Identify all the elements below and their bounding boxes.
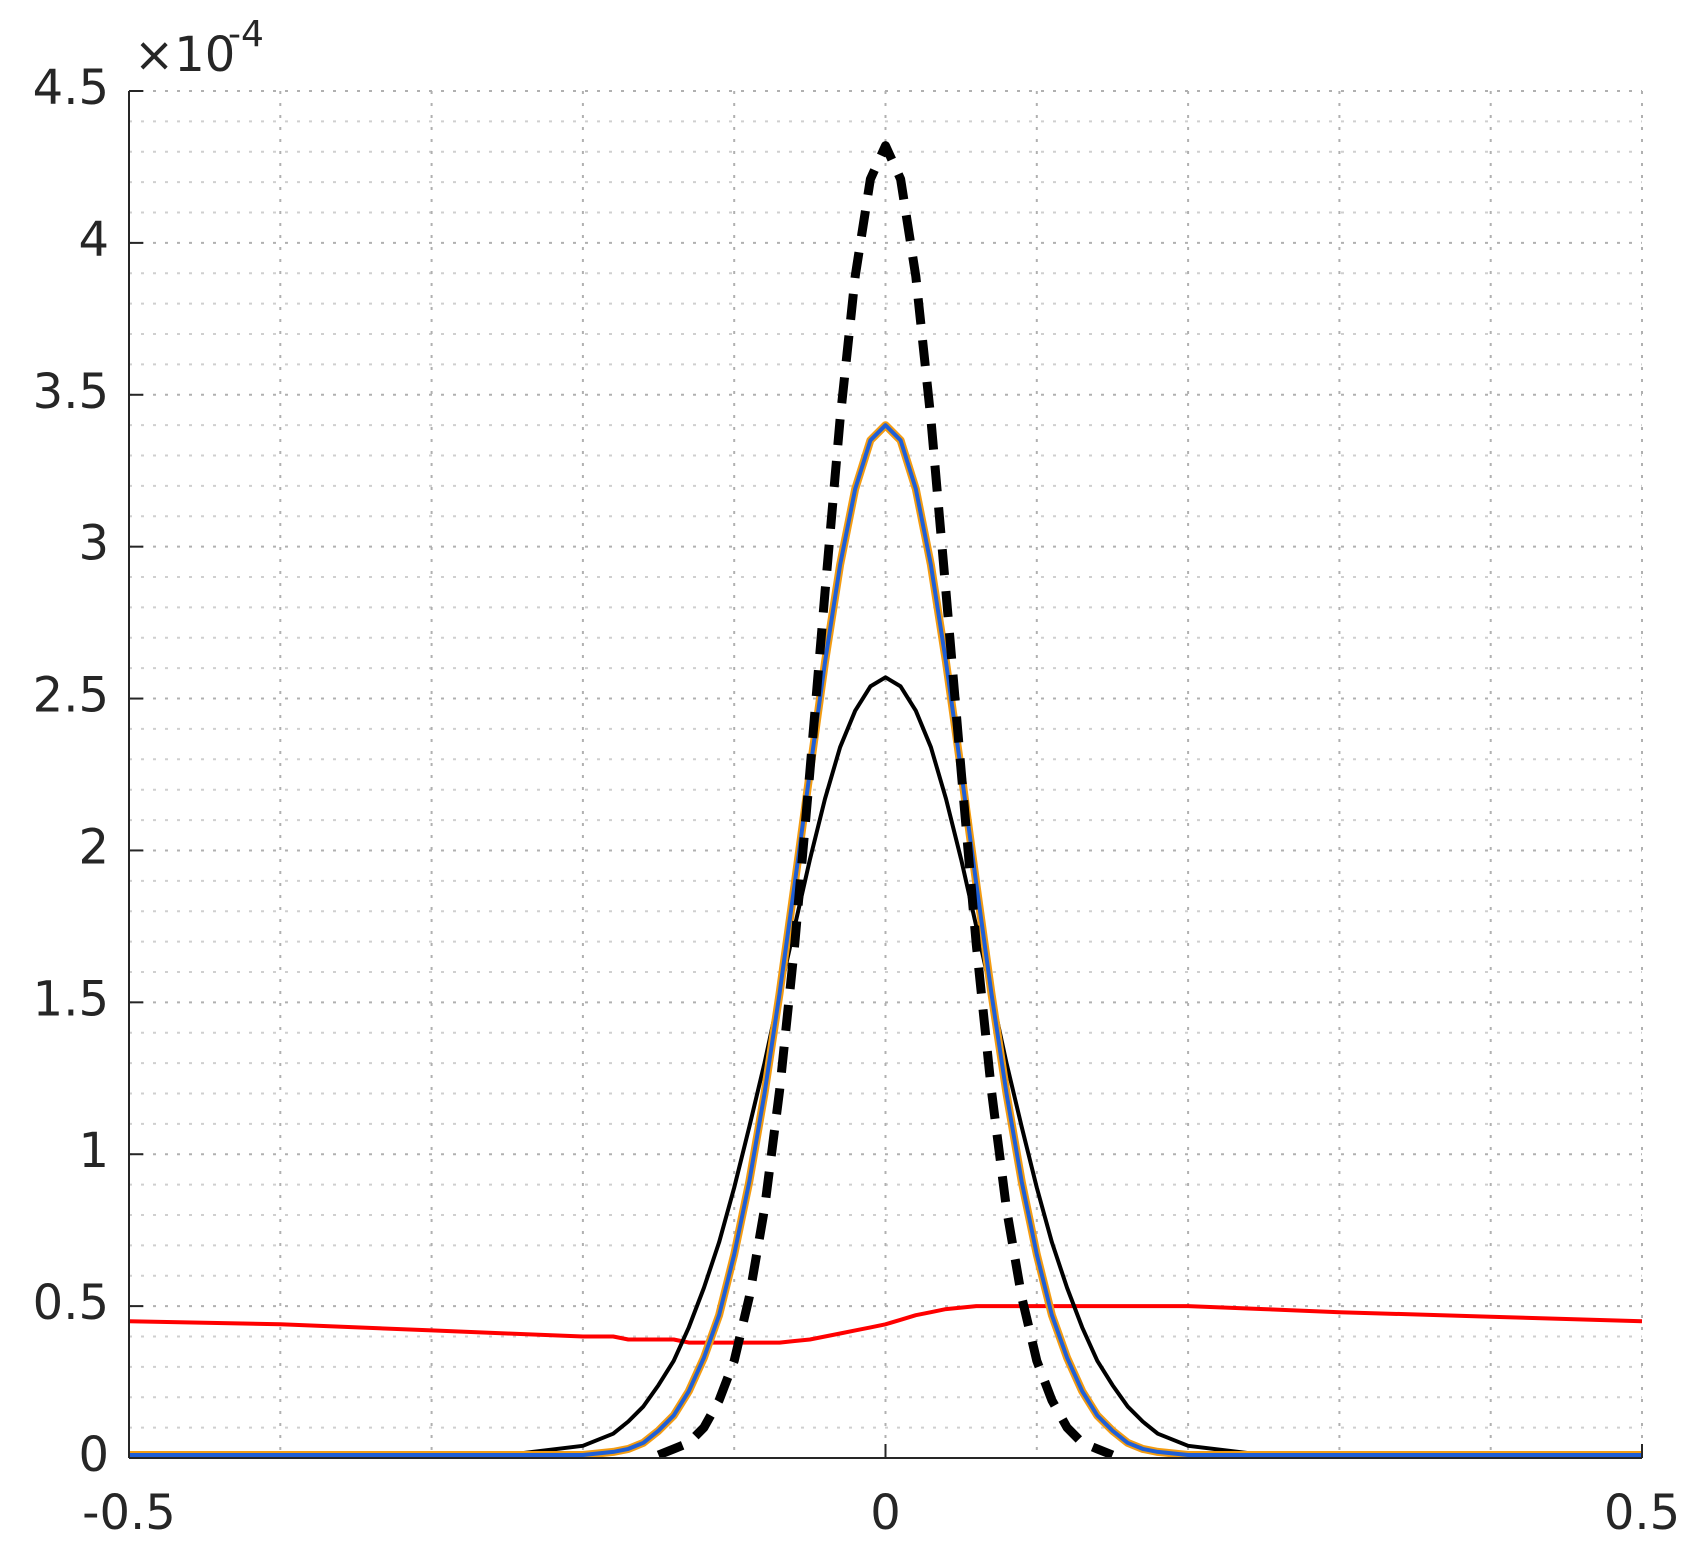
y-exponent: -4 <box>228 14 264 55</box>
y-tick-label: 1.5 <box>33 971 109 1027</box>
series-line <box>656 141 1115 1460</box>
y-tick-label: 0 <box>78 1427 109 1483</box>
y-tick-label: 2 <box>78 819 109 875</box>
y-tick-label: 0.5 <box>33 1275 109 1331</box>
y-tick-label: 4.5 <box>33 60 109 116</box>
x-tick-label: 0 <box>870 1485 901 1541</box>
series-line <box>129 421 1642 1459</box>
series-line <box>128 1304 1643 1345</box>
y-multiplier: ×10 <box>134 27 235 83</box>
series-line <box>129 675 1642 1457</box>
y-tick-label: 4 <box>78 212 109 268</box>
x-tick-label: -0.5 <box>82 1485 176 1541</box>
y-tick-label: 3.5 <box>33 364 109 420</box>
series-line <box>129 423 1642 1457</box>
y-tick-label: 1 <box>78 1123 109 1179</box>
x-tick-label: 0.5 <box>1604 1485 1680 1541</box>
y-tick-label: 3 <box>78 516 109 572</box>
y-tick-label: 2.5 <box>33 668 109 724</box>
